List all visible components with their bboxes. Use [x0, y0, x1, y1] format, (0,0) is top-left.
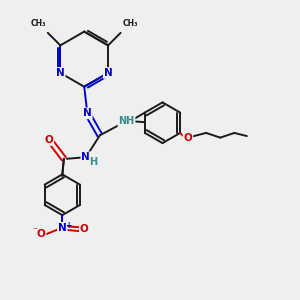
Text: CH₃: CH₃: [31, 19, 46, 28]
Text: O: O: [44, 135, 53, 145]
Text: N: N: [58, 223, 67, 233]
Text: H: H: [90, 157, 98, 167]
Text: N: N: [83, 108, 92, 118]
Text: NH: NH: [118, 116, 135, 126]
Text: ⁻: ⁻: [32, 226, 38, 236]
Text: N: N: [81, 152, 90, 162]
Text: O: O: [184, 133, 192, 142]
Text: +: +: [65, 221, 71, 230]
Text: N: N: [104, 68, 112, 78]
Text: O: O: [37, 229, 45, 239]
Text: O: O: [80, 224, 88, 234]
Text: CH₃: CH₃: [122, 19, 138, 28]
Text: N: N: [56, 68, 65, 78]
